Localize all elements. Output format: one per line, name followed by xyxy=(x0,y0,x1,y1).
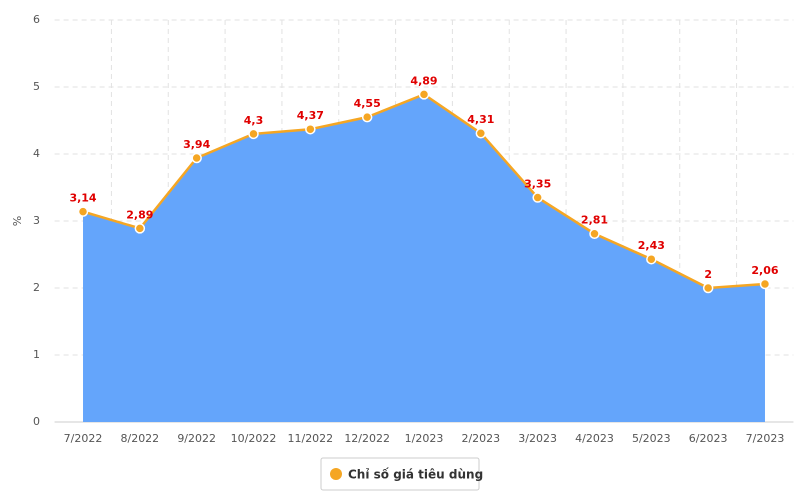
y-tick-label: 3 xyxy=(33,214,40,227)
x-tick-label: 3/2023 xyxy=(518,432,557,445)
value-label: 2,89 xyxy=(126,208,153,221)
value-label: 2 xyxy=(704,268,712,281)
x-tick-label: 4/2023 xyxy=(575,432,614,445)
y-tick-label: 6 xyxy=(33,13,40,26)
x-tick-label: 9/2022 xyxy=(177,432,216,445)
x-tick-label: 1/2023 xyxy=(405,432,444,445)
value-label: 3,14 xyxy=(69,192,96,205)
point xyxy=(702,282,714,294)
point xyxy=(134,223,146,234)
value-label: 4,3 xyxy=(244,114,264,127)
y-axis-label: % xyxy=(11,216,24,226)
value-label: 2,43 xyxy=(638,239,665,252)
y-tick-label: 0 xyxy=(33,415,40,428)
point xyxy=(475,127,487,139)
value-label: 4,89 xyxy=(410,74,437,87)
value-label: 2,81 xyxy=(581,214,608,227)
point xyxy=(418,89,430,100)
y-tick-label: 5 xyxy=(33,80,40,93)
value-label: 4,37 xyxy=(297,109,324,122)
point xyxy=(759,278,771,290)
point xyxy=(532,192,543,203)
point xyxy=(589,228,600,239)
legend-label: Chỉ số giá tiêu dùng xyxy=(348,468,483,482)
value-label: 4,31 xyxy=(467,113,494,126)
point xyxy=(248,128,259,140)
x-tick-label: 6/2023 xyxy=(689,432,728,445)
x-tick-label: 11/2022 xyxy=(287,432,333,445)
x-tick-label: 10/2022 xyxy=(231,432,277,445)
y-tick-label: 4 xyxy=(33,147,40,160)
value-label: 4,55 xyxy=(354,97,381,110)
x-tick-label: 8/2022 xyxy=(120,432,159,445)
legend-marker xyxy=(330,468,342,480)
point xyxy=(191,152,202,164)
area xyxy=(83,94,765,423)
x-tick-label: 12/2022 xyxy=(344,432,390,445)
x-tick-label: 7/2022 xyxy=(64,432,103,445)
value-label: 2,06 xyxy=(751,264,778,277)
point xyxy=(646,253,657,265)
point xyxy=(77,206,89,217)
y-tick-label: 2 xyxy=(33,281,40,294)
value-label: 3,35 xyxy=(524,178,551,191)
x-tick-label: 5/2023 xyxy=(632,432,671,445)
legend-box xyxy=(320,457,480,491)
point xyxy=(305,123,316,135)
x-tick-label: 7/2023 xyxy=(746,432,785,445)
y-tick-label: 1 xyxy=(33,348,40,361)
point xyxy=(361,111,373,123)
value-label: 3,94 xyxy=(183,138,210,151)
x-tick-label: 2/2023 xyxy=(461,432,500,445)
